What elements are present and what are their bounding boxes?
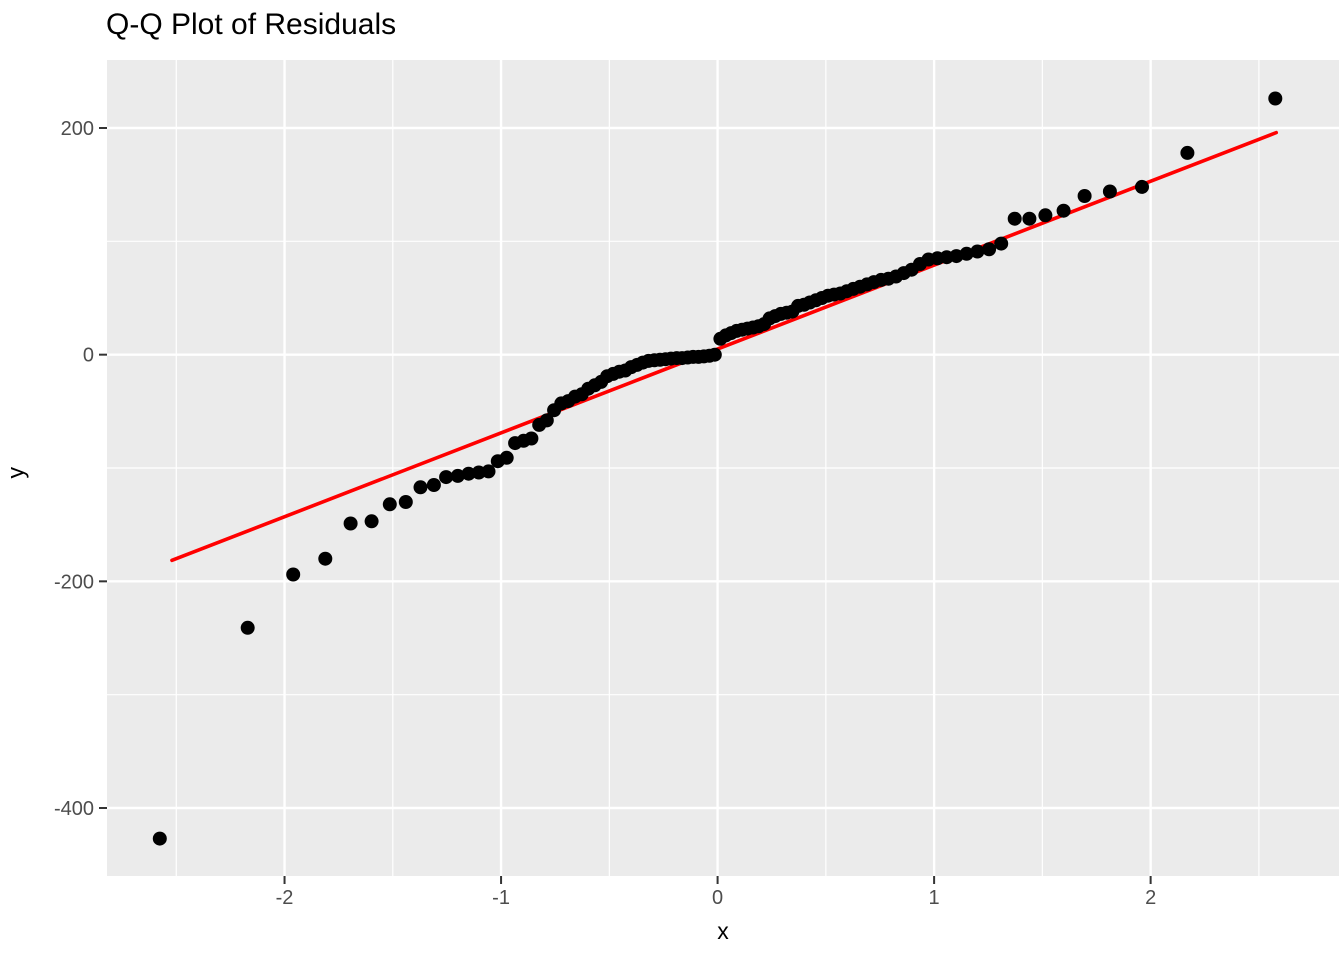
y-tick-label: 200: [61, 118, 94, 140]
qq-line: [170, 130, 1279, 563]
data-point: [286, 567, 301, 582]
data-point: [1077, 189, 1092, 203]
data-point: [481, 464, 496, 479]
axis-tick-marks: [99, 127, 1152, 884]
x-axis-title-text: x: [717, 918, 729, 944]
data-point: [461, 466, 476, 481]
x-tick-label: 2: [1145, 887, 1156, 909]
x-tick-label: 1: [929, 887, 940, 909]
x-axis-title: x: [0, 918, 1344, 945]
data-point: [382, 497, 397, 512]
minor-gridlines: [107, 60, 1339, 876]
data-point: [413, 480, 428, 495]
data-point: [1007, 211, 1022, 226]
chart-title: Q-Q Plot of Residuals: [106, 8, 397, 41]
y-tick-label: -400: [54, 798, 94, 820]
x-tick-label: -1: [492, 887, 510, 909]
data-point: [959, 246, 974, 261]
x-tick-label: -2: [276, 887, 294, 909]
data-point: [1056, 203, 1071, 218]
data-point: [1022, 211, 1037, 226]
major-gridlines: [107, 60, 1339, 876]
data-point: [364, 514, 379, 529]
data-point: [707, 347, 722, 362]
data-point: [982, 242, 997, 257]
axis-tick-labels: -2 -1 0 1 2 -400 -200 0 200: [54, 118, 1156, 909]
data-point: [439, 470, 454, 485]
scatter-points: [152, 91, 1283, 846]
data-point: [1135, 179, 1149, 194]
qq-reference-line: [170, 130, 1279, 563]
y-tick-label: 0: [83, 345, 94, 367]
data-point: [539, 413, 554, 428]
y-tick-label: -200: [54, 571, 94, 593]
data-point: [970, 244, 985, 259]
data-point: [1102, 184, 1117, 199]
data-point: [499, 450, 514, 465]
y-axis-title: y: [2, 467, 29, 479]
data-point: [1038, 208, 1053, 223]
data-point: [398, 495, 413, 509]
data-point: [1268, 91, 1283, 106]
data-point: [1180, 145, 1195, 160]
data-point: [152, 831, 167, 846]
data-point: [318, 551, 333, 566]
data-point: [994, 236, 1009, 251]
data-point: [524, 431, 539, 446]
data-point: [426, 478, 441, 492]
data-point: [343, 516, 358, 531]
data-point: [240, 620, 255, 635]
data-point: [450, 468, 465, 483]
x-tick-label: 0: [712, 887, 723, 909]
